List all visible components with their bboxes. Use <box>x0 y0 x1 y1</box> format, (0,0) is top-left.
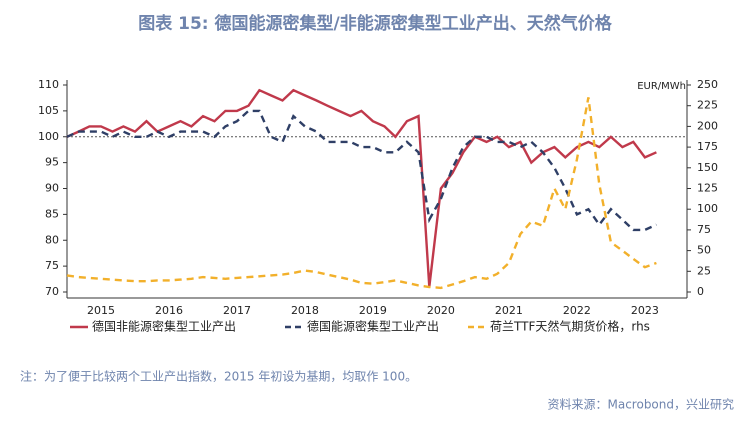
y-tick-label: 70 <box>45 285 59 298</box>
x-tick-label: 2020 <box>427 304 455 317</box>
y2-tick-label: 200 <box>697 119 718 132</box>
legend-label: 荷兰TTF天然气期货价格，rhs <box>490 319 650 334</box>
y2-tick-label: 125 <box>697 182 718 195</box>
y-tick-label: 110 <box>38 78 59 91</box>
series-line <box>66 97 657 290</box>
y2-tick-label: 100 <box>697 202 718 215</box>
y2-tick-label: 25 <box>697 264 711 277</box>
y-tick-label: 105 <box>38 104 59 117</box>
y-tick-label: 95 <box>45 156 59 169</box>
y-tick-label: 75 <box>45 259 59 272</box>
y-tick-label: 90 <box>45 182 59 195</box>
x-tick-label: 2015 <box>87 304 115 317</box>
x-tick-label: 2023 <box>631 304 659 317</box>
y2-tick-label: 225 <box>697 99 718 112</box>
y2-tick-label: 50 <box>697 244 711 257</box>
y2-tick-label: 75 <box>697 223 711 236</box>
x-tick-label: 2021 <box>495 304 523 317</box>
x-tick-label: 2022 <box>563 304 591 317</box>
y-tick-label: 100 <box>38 130 59 143</box>
x-tick-label: 2018 <box>291 304 319 317</box>
y-tick-label: 80 <box>45 233 59 246</box>
y2-tick-label: 150 <box>697 161 718 174</box>
y2-tick-label: 0 <box>697 285 704 298</box>
x-tick-label: 2017 <box>223 304 251 317</box>
y2-tick-label: 250 <box>697 78 718 91</box>
y-tick-label: 85 <box>45 207 59 220</box>
chart-title: 图表 15: 德国能源密集型/非能源密集型工业产出、天然气价格 <box>138 13 613 34</box>
legend-label: 德国非能源密集型工业产出 <box>92 319 236 334</box>
series-line <box>66 88 657 287</box>
x-tick-label: 2019 <box>359 304 387 317</box>
source: 资料来源：Macrobond，兴业研究 <box>548 397 735 412</box>
x-tick-label: 2016 <box>155 304 183 317</box>
y2-axis-label: EUR/MWh <box>637 81 686 92</box>
note: 注：为了便于比较两个工业产出指数，2015 年初设为基期，均取作 100。 <box>20 369 417 384</box>
series-line <box>66 109 657 232</box>
y2-tick-label: 175 <box>697 140 718 153</box>
legend-label: 德国能源密集型工业产出 <box>307 319 439 334</box>
